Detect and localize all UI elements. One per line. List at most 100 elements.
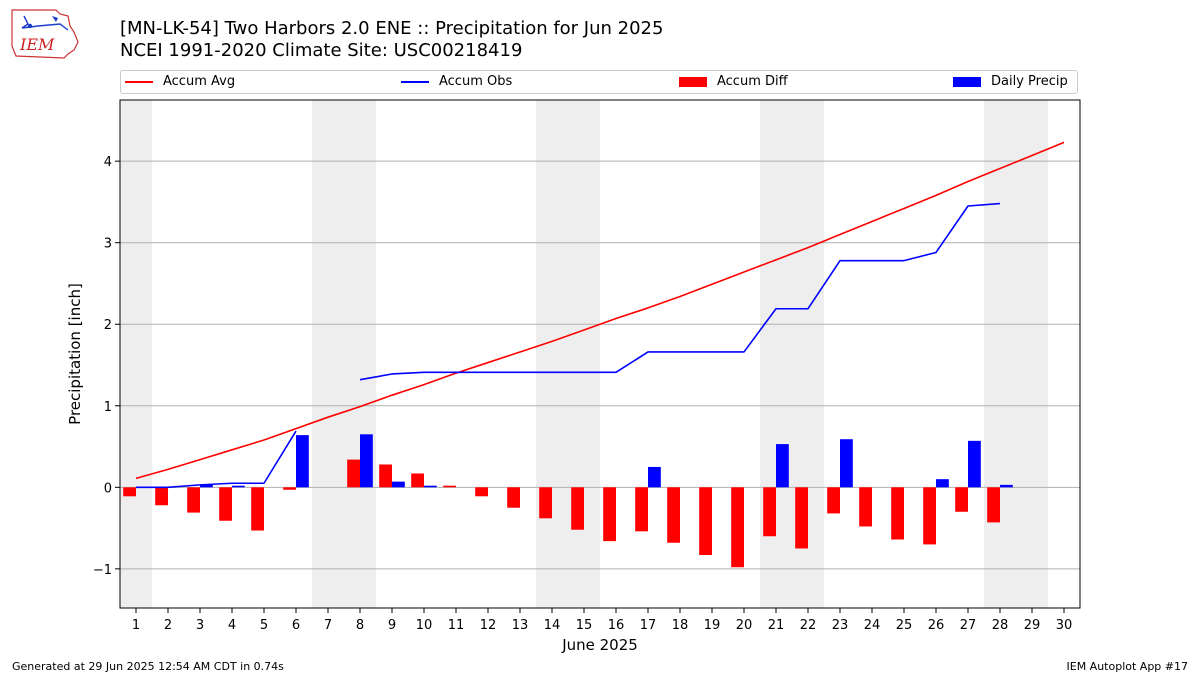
y-tick-label-5: 3 — [104, 237, 112, 252]
bar-accum-diff-day-19 — [699, 487, 712, 555]
bar-accum-diff-day-5 — [251, 487, 264, 531]
chart-legend: Accum Avg Accum Obs Accum Diff Daily Pre… — [120, 70, 1078, 94]
legend-item-accum-avg: Accum Avg — [125, 74, 235, 90]
footer-app: IEM Autoplot App #17 — [1066, 660, 1189, 673]
x-tick-label-5: 5 — [260, 618, 268, 633]
bar-accum-diff-day-16 — [603, 487, 616, 542]
bar-accum-diff-day-17 — [635, 487, 648, 532]
x-axis-label: June 2025 — [561, 636, 638, 654]
x-tick-label-20: 20 — [736, 618, 753, 633]
bar-accum-diff-day-3 — [187, 487, 200, 513]
x-tick-label-1: 1 — [132, 618, 140, 633]
legend-label-accum-obs: Accum Obs — [439, 74, 513, 89]
bar-accum-diff-day-24 — [859, 487, 872, 527]
x-tick-label-16: 16 — [608, 618, 625, 633]
bar-accum-diff-day-20 — [731, 487, 744, 568]
x-tick-label-27: 27 — [960, 618, 977, 633]
weekend-shade-3 — [536, 100, 600, 608]
weekend-shade-2 — [312, 100, 376, 608]
bar-daily-precip-day-4 — [232, 485, 245, 488]
bar-accum-diff-day-1 — [123, 487, 136, 497]
y-tick-label-2: 0 — [104, 481, 112, 496]
x-tick-label-18: 18 — [672, 618, 689, 633]
iem-logo: IEM — [11, 9, 79, 59]
x-tick-label-19: 19 — [704, 618, 721, 633]
x-tick-label-4: 4 — [228, 618, 236, 633]
x-tick-label-24: 24 — [864, 618, 881, 633]
x-tick-label-15: 15 — [576, 618, 593, 633]
legend-label-accum-diff: Accum Diff — [717, 74, 788, 89]
bar-accum-diff-day-2 — [155, 487, 168, 506]
x-tick-label-14: 14 — [544, 618, 561, 633]
bar-accum-diff-day-23 — [827, 487, 840, 514]
bar-accum-diff-day-28 — [987, 487, 1000, 523]
plot-frame — [119, 99, 1081, 609]
y-tick-label-4: 2 — [104, 318, 112, 333]
bar-daily-precip-day-23 — [840, 439, 853, 488]
legend-item-accum-obs: Accum Obs — [401, 74, 512, 90]
legend-swatch-accum-obs — [401, 80, 429, 83]
x-tick-label-2: 2 — [164, 618, 172, 633]
x-tick-label-17: 17 — [640, 618, 657, 633]
bar-daily-precip-day-6 — [296, 435, 309, 488]
bar-accum-diff-day-10 — [411, 473, 424, 488]
x-tick-label-7: 7 — [324, 618, 332, 633]
bar-daily-precip-day-26 — [936, 479, 949, 488]
chart-title: [MN-LK-54] Two Harbors 2.0 ENE :: Precip… — [120, 18, 664, 39]
y-tick-label-6: 4 — [104, 155, 112, 170]
x-tick-label-13: 13 — [512, 618, 529, 633]
x-tick-label-21: 21 — [768, 618, 785, 633]
legend-label-accum-avg: Accum Avg — [163, 74, 236, 89]
weekend-shade-5 — [984, 100, 1048, 608]
x-tick-label-10: 10 — [416, 618, 433, 633]
legend-item-accum-diff: Accum Diff — [679, 74, 788, 90]
bar-accum-diff-day-13 — [507, 487, 520, 508]
weekend-shade-1 — [120, 100, 152, 608]
bar-daily-precip-day-8 — [360, 434, 373, 488]
bar-accum-diff-day-11 — [443, 485, 456, 488]
bar-accum-diff-day-9 — [379, 464, 392, 488]
legend-swatch-accum-avg — [125, 80, 153, 83]
bar-daily-precip-day-27 — [968, 440, 981, 488]
bar-accum-diff-day-25 — [891, 487, 904, 540]
bar-accum-diff-day-8 — [347, 459, 360, 488]
bar-accum-diff-day-15 — [571, 487, 584, 530]
x-tick-label-9: 9 — [388, 618, 396, 633]
bar-daily-precip-day-3 — [200, 484, 213, 488]
bar-accum-diff-day-6 — [283, 487, 296, 490]
y-axis-label: Precipitation [inch] — [66, 283, 84, 425]
bar-daily-precip-day-9 — [392, 481, 405, 488]
y-tick-label-3: 1 — [104, 400, 112, 415]
x-tick-label-23: 23 — [832, 618, 849, 633]
x-tick-label-30: 30 — [1056, 618, 1073, 633]
x-tick-label-26: 26 — [928, 618, 945, 633]
line-accum-obs — [136, 202, 1001, 489]
legend-swatch-accum-diff — [679, 76, 707, 87]
bar-accum-diff-day-22 — [795, 487, 808, 549]
legend-item-daily-precip: Daily Precip — [953, 74, 1068, 90]
x-tick-label-6: 6 — [292, 618, 300, 633]
chart-subtitle: NCEI 1991-2020 Climate Site: USC00218419 — [120, 40, 523, 61]
bar-daily-precip-day-10 — [424, 485, 437, 488]
x-tick-label-25: 25 — [896, 618, 913, 633]
bar-daily-precip-day-17 — [648, 466, 661, 488]
footer-generated: Generated at 29 Jun 2025 12:54 AM CDT in… — [12, 660, 284, 673]
x-tick-label-12: 12 — [480, 618, 497, 633]
x-tick-label-28: 28 — [992, 618, 1009, 633]
x-tick-label-29: 29 — [1024, 618, 1041, 633]
logo-text: IEM — [19, 35, 55, 54]
bar-daily-precip-day-28 — [1000, 484, 1013, 488]
x-tick-label-11: 11 — [448, 618, 465, 633]
bar-accum-diff-day-21 — [763, 487, 776, 537]
bar-accum-diff-day-27 — [955, 487, 968, 512]
bar-accum-diff-day-4 — [219, 487, 232, 521]
bar-accum-diff-day-26 — [923, 487, 936, 545]
line-accum-avg — [135, 141, 1065, 480]
bar-accum-diff-day-18 — [667, 487, 680, 543]
legend-label-daily-precip: Daily Precip — [991, 74, 1068, 89]
legend-swatch-daily-precip — [953, 76, 981, 87]
x-tick-label-22: 22 — [800, 618, 817, 633]
bar-accum-diff-day-12 — [475, 487, 488, 497]
x-tick-label-3: 3 — [196, 618, 204, 633]
